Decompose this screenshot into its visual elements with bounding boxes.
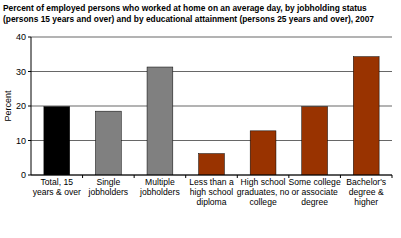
category-line: High school xyxy=(241,177,286,187)
x-tick xyxy=(392,175,393,178)
tick-label: 40 xyxy=(16,32,26,42)
category-line: degree xyxy=(301,197,328,207)
category-line: years & over xyxy=(33,187,81,197)
bar xyxy=(199,154,225,175)
grid-line xyxy=(31,71,392,72)
category-line: college xyxy=(249,197,276,207)
category-line: or associate xyxy=(291,187,338,197)
y-axis xyxy=(31,37,32,175)
x-tick xyxy=(82,175,83,178)
bar xyxy=(353,57,379,175)
tick-label: 30 xyxy=(16,67,26,77)
category-label: Bachelor'sdegree &higher xyxy=(346,177,386,207)
x-axis xyxy=(31,175,392,176)
category-label: High schoolgraduates, nocollege xyxy=(237,177,290,207)
grid-line xyxy=(31,140,392,141)
category-label: Total, 15years & over xyxy=(33,177,81,197)
category-line: high school xyxy=(190,187,234,197)
category-line: Some college xyxy=(289,177,341,187)
tick-label: 20 xyxy=(16,101,26,111)
grid-line xyxy=(31,175,392,176)
bar xyxy=(250,131,276,175)
category-line: Multiple xyxy=(145,177,175,187)
category-label: Less than ahigh schooldiploma xyxy=(189,177,234,207)
category-label: Singlejobholders xyxy=(88,177,129,197)
tick-label: 0 xyxy=(21,170,26,180)
x-tick xyxy=(237,175,238,178)
category-line: higher xyxy=(354,197,378,207)
category-line: Bachelor's xyxy=(346,177,386,187)
category-label: Some collegeor associatedegree xyxy=(289,177,341,207)
bar xyxy=(302,107,328,175)
bar xyxy=(95,111,121,175)
tick-label: 10 xyxy=(16,136,26,146)
category-line: diploma xyxy=(196,197,226,207)
title-line: Percent of employed persons who worked a… xyxy=(3,3,367,13)
category-line: graduates, no xyxy=(237,187,290,197)
x-tick xyxy=(185,175,186,178)
title-line: (persons 15 years and over) and by educa… xyxy=(3,14,374,24)
category-label: Multiplejobholders xyxy=(139,177,180,197)
bar xyxy=(44,107,70,175)
grid-line xyxy=(31,106,392,107)
bars xyxy=(44,57,379,175)
grid-line xyxy=(31,37,392,38)
chart: Percent of employed persons who worked a… xyxy=(0,0,401,238)
category-line: Single xyxy=(96,177,120,187)
category-line: jobholders xyxy=(139,187,180,197)
category-line: Total, 15 xyxy=(41,177,74,187)
y-axis-label: Percent xyxy=(3,90,13,122)
x-tick xyxy=(134,175,135,178)
category-line: Less than a xyxy=(189,177,234,187)
title: Percent of employed persons who worked a… xyxy=(3,3,374,24)
category-line: jobholders xyxy=(88,187,129,197)
bar xyxy=(147,67,173,175)
category-line: degree & xyxy=(349,187,384,197)
